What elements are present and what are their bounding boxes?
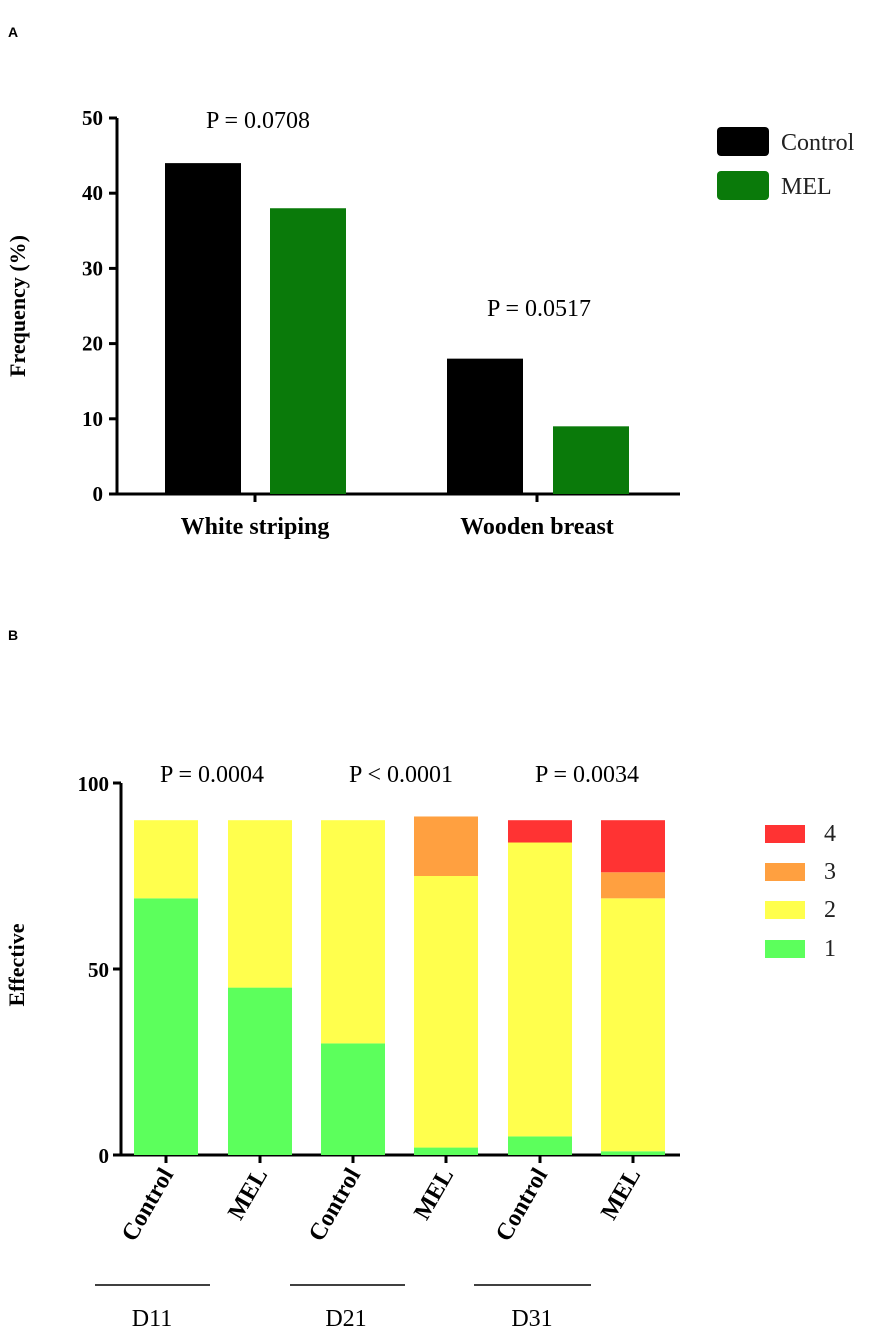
category-label-b: Control xyxy=(491,1164,553,1246)
legend-label-a: Control xyxy=(781,130,855,156)
y-tick-label-a: 10 xyxy=(82,407,103,431)
category-label-b: MEL xyxy=(223,1164,273,1224)
bar-b-seg-3-3 xyxy=(414,816,478,876)
bar-a-control-1 xyxy=(447,358,523,494)
bar-a-control-0 xyxy=(165,163,241,494)
bar-b-seg-1-2 xyxy=(321,1043,385,1155)
bar-b-seg-1-1 xyxy=(228,987,292,1155)
bar-b-seg-1-5 xyxy=(601,1151,665,1155)
bar-b-seg-1-0 xyxy=(134,898,198,1155)
y-tick-label-b: 100 xyxy=(78,772,110,796)
legend-label-a: MEL xyxy=(781,174,832,200)
y-tick-label-a: 40 xyxy=(82,181,103,205)
panel-b-label: B xyxy=(8,627,18,643)
p-value-a: P = 0.0517 xyxy=(487,296,591,322)
bar-b-seg-2-0 xyxy=(134,820,198,899)
bar-b-seg-2-3 xyxy=(414,876,478,1148)
bar-b-seg-4-4 xyxy=(508,820,572,843)
legend-label-b: 1 xyxy=(824,936,836,962)
group-label-b: D21 xyxy=(325,1306,366,1332)
bar-b-seg-1-4 xyxy=(508,1136,572,1155)
y-tick-label-b: 50 xyxy=(88,958,109,982)
y-axis-title-a: Frequency (%) xyxy=(5,235,30,377)
bar-a-mel-0 xyxy=(270,208,346,495)
bar-b-seg-3-5 xyxy=(601,872,665,899)
bar-b-seg-1-3 xyxy=(414,1147,478,1155)
category-label-b: MEL xyxy=(596,1164,646,1224)
legend-swatch-b-3 xyxy=(765,863,805,881)
p-value-b: P = 0.0004 xyxy=(160,762,264,788)
bar-b-seg-2-2 xyxy=(321,820,385,1044)
p-value-b: P = 0.0034 xyxy=(535,762,639,788)
category-label-b: MEL xyxy=(409,1164,459,1224)
chart-a: 0 10 20 30 40 50 Frequency (%) White striping Wo… xyxy=(5,106,855,540)
bar-b-seg-2-4 xyxy=(508,842,572,1137)
y-tick-label-a: 20 xyxy=(82,332,103,356)
legend-swatch-b-2 xyxy=(765,901,805,919)
bar-b-seg-2-1 xyxy=(228,820,292,988)
legend-swatch-b-4 xyxy=(765,825,805,843)
y-tick-label-b: 0 xyxy=(99,1144,110,1168)
category-label-a: Wooden breast xyxy=(460,514,614,540)
group-label-b: D31 xyxy=(511,1306,552,1332)
p-value-b: P < 0.0001 xyxy=(349,762,453,788)
y-axis-title-b: Effective xyxy=(4,923,29,1006)
p-value-a: P = 0.0708 xyxy=(206,108,310,134)
bar-b-seg-2-5 xyxy=(601,898,665,1152)
category-label-b: Control xyxy=(304,1164,366,1246)
legend-label-b: 3 xyxy=(824,859,836,885)
category-label-a: White striping xyxy=(181,514,330,540)
legend-label-b: 2 xyxy=(824,897,836,923)
panel-a-label: A xyxy=(8,24,18,40)
chart-b: 0 50 100 Effective Control MEL Control MEL Contr… xyxy=(4,762,836,1332)
group-label-b: D11 xyxy=(132,1306,172,1332)
category-label-b: Control xyxy=(117,1164,179,1246)
bar-a-mel-1 xyxy=(553,426,629,494)
legend-swatch-a-control xyxy=(717,127,769,156)
legend-swatch-a-mel xyxy=(717,171,769,200)
y-tick-label-a: 50 xyxy=(82,106,103,130)
bar-b-seg-4-5 xyxy=(601,820,665,873)
y-tick-label-a: 30 xyxy=(82,256,103,280)
legend-label-b: 4 xyxy=(824,821,836,847)
legend-swatch-b-1 xyxy=(765,940,805,958)
y-tick-label-a: 0 xyxy=(93,482,104,506)
